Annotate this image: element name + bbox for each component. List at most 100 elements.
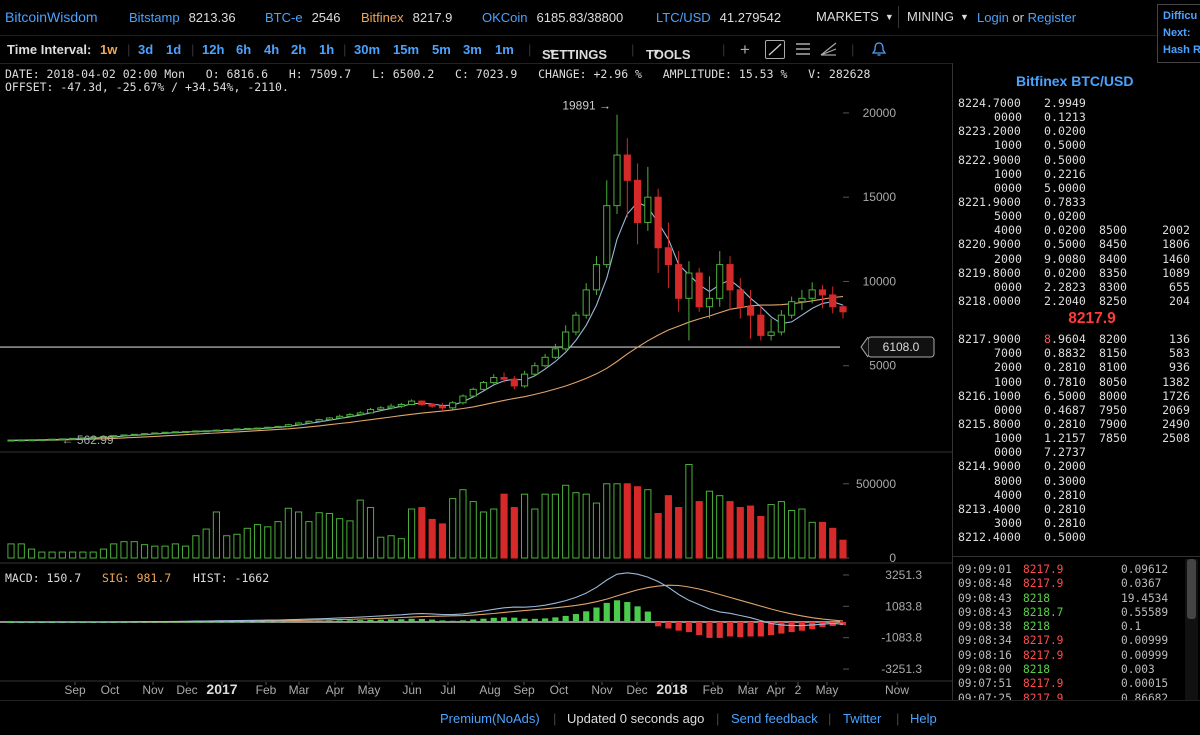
- macd-hist-bar: [839, 622, 847, 626]
- order-price: 8218.0000: [958, 293, 1021, 308]
- interval-1w[interactable]: 1w: [100, 42, 118, 57]
- interval-30m[interactable]: 30m: [354, 42, 381, 57]
- price-chart[interactable]: 5000 10000 15000 20000 6108.0 19891 → ← 562.99…: [0, 63, 952, 700]
- trade-row: 09:08:34 8217.9 0.00999: [958, 634, 1183, 648]
- order-amount: 0.5000: [1044, 530, 1086, 545]
- candle-body: [192, 430, 200, 433]
- order-amount: 0.1213: [1044, 110, 1086, 125]
- crosshair-tool-icon[interactable]: +: [740, 40, 750, 59]
- horizontal-lines-tool-icon[interactable]: [795, 41, 811, 60]
- time-axis-label: Aug: [479, 683, 500, 697]
- interval-5m[interactable]: 5m: [432, 42, 451, 57]
- time-axis-label: Mar: [738, 683, 759, 697]
- candle-body: [777, 314, 785, 333]
- macd-hist-bar: [459, 620, 467, 622]
- order-amount: 0.3000: [1044, 473, 1086, 488]
- candle-body: [397, 403, 405, 407]
- trade-time: 09:08:48: [958, 577, 1012, 591]
- ticker-ltcusd[interactable]: LTC/USD 41.279542: [656, 10, 782, 25]
- line-tool-icon[interactable]: [765, 40, 785, 59]
- volume-bar: [253, 524, 262, 559]
- volume-bar: [120, 541, 128, 559]
- help-link[interactable]: Help: [910, 711, 937, 726]
- interval-4h[interactable]: 4h: [264, 42, 280, 57]
- price-tick-label: 10000: [863, 274, 897, 288]
- candle-body: [438, 405, 446, 409]
- candle-body: [767, 331, 775, 336]
- order-amount: 0.5000: [1044, 152, 1086, 167]
- twitter-link[interactable]: Twitter: [843, 711, 882, 726]
- trade-time: 09:07:51: [958, 677, 1012, 691]
- ask-row: 0000 0.1213: [958, 110, 1188, 124]
- chevron-down-icon: ▼: [548, 47, 557, 57]
- order-amount: 1.2157: [1044, 431, 1086, 446]
- bid-row: 1000 1.2157 7850 2508: [958, 431, 1190, 446]
- toolbar-divider: [0, 63, 952, 64]
- volume-bar: [562, 484, 570, 559]
- volume-bar: [58, 551, 66, 559]
- candle-body: [572, 314, 580, 333]
- site-logo[interactable]: BitcoinWisdom: [5, 9, 98, 25]
- volume-bar: [346, 520, 354, 559]
- macd-hist-bar: [798, 622, 805, 631]
- volume-bar: [746, 505, 755, 559]
- candle-body: [151, 432, 159, 435]
- login-link[interactable]: Login: [977, 10, 1009, 25]
- feedback-link[interactable]: Send feedback: [731, 711, 818, 726]
- volume-bar: [27, 548, 36, 559]
- interval-2h[interactable]: 2h: [291, 42, 307, 57]
- interval-3m[interactable]: 3m: [463, 42, 482, 57]
- register-link[interactable]: Register: [1027, 10, 1077, 25]
- bell-icon[interactable]: [871, 41, 887, 60]
- candle-body: [746, 306, 755, 316]
- interval-6h[interactable]: 6h: [236, 42, 252, 57]
- interval-1d[interactable]: 1d: [166, 42, 182, 57]
- depth-volume: 2508: [1162, 431, 1190, 446]
- markets-menu[interactable]: MARKETS ▼: [816, 9, 894, 24]
- order-price: 8217.9000: [958, 332, 1021, 347]
- ticker-okcoin[interactable]: OKCoin 6185.83/38800: [482, 10, 624, 25]
- time-axis-label: Apr: [326, 683, 345, 697]
- ticker-bitstamp[interactable]: Bitstamp 8213.36: [129, 10, 236, 25]
- fan-tool-icon[interactable]: [820, 41, 838, 60]
- trades-scrollbar[interactable]: [1185, 559, 1198, 700]
- depth-volume: 936: [1169, 360, 1190, 375]
- interval-1m[interactable]: 1m: [495, 42, 514, 57]
- order-amount: 0.7810: [1044, 374, 1086, 389]
- ask-row: 8219.8000 0.0200 8350 1089: [958, 266, 1190, 280]
- bid-row: 7000 0.8832 8150 583: [958, 346, 1190, 360]
- difficulty-panel[interactable]: Difficu Next: Hash R: [1157, 4, 1200, 63]
- order-price: 8212.4000: [958, 530, 1021, 545]
- volume-bar: [654, 512, 662, 559]
- interval-1h[interactable]: 1h: [319, 42, 335, 57]
- depth-volume: 1806: [1162, 237, 1190, 252]
- macd-hist-bar: [305, 620, 312, 622]
- interval-3d[interactable]: 3d: [138, 42, 154, 57]
- candle-body: [459, 395, 467, 404]
- interval-12h[interactable]: 12h: [202, 42, 225, 57]
- volume-bar: [161, 545, 169, 559]
- current-price: 8217.9: [1068, 310, 1116, 328]
- order-price: 1000: [994, 138, 1022, 153]
- candle-body: [171, 431, 179, 434]
- trade-amount: 0.00015: [1121, 677, 1169, 691]
- ticker-bitfinex[interactable]: Bitfinex 8217.9: [361, 10, 453, 25]
- volume-bar: [757, 515, 765, 559]
- macd-hist-bar: [346, 620, 354, 622]
- macd-tick-label: 1083.8: [885, 599, 922, 613]
- volume-bar: [603, 483, 611, 559]
- high-annotation: 19891 →: [562, 99, 611, 113]
- macd-hist-bar: [829, 622, 836, 627]
- depth-price: 8050: [1099, 374, 1127, 389]
- premium-link[interactable]: Premium(NoAds): [440, 711, 540, 726]
- mining-menu[interactable]: MINING ▼: [907, 9, 969, 24]
- scrollbar-thumb[interactable]: [1187, 559, 1196, 619]
- macd-hist-bar: [244, 621, 251, 623]
- macd-hist-bar: [500, 617, 508, 622]
- macd-hist-bar: [603, 602, 610, 622]
- ticker-btce[interactable]: BTC-e 2546: [265, 10, 341, 25]
- volume-bar: [356, 499, 364, 559]
- interval-15m[interactable]: 15m: [393, 42, 420, 57]
- bid-row: 8215.8000 0.2810 7900 2490: [958, 417, 1190, 431]
- bid-row: 1000 0.7810 8050 1382: [958, 374, 1190, 389]
